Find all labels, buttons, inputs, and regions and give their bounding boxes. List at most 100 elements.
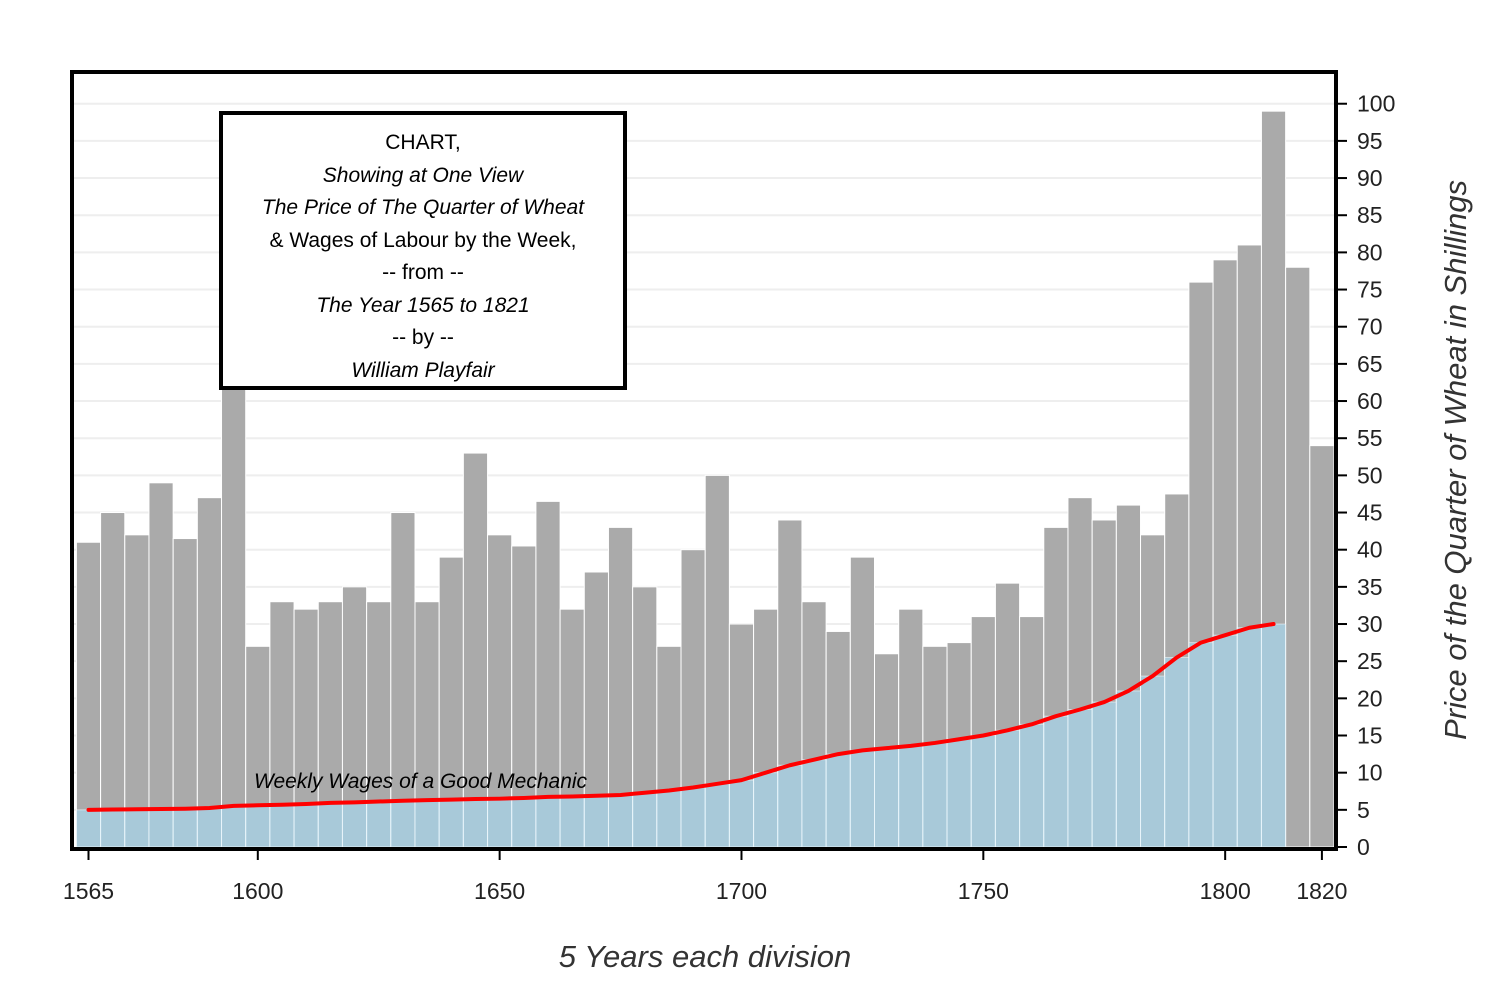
wages-area-segment xyxy=(728,779,755,848)
y-tick-label: 20 xyxy=(1357,685,1383,711)
wages-point xyxy=(281,804,283,806)
y-tick-label: 65 xyxy=(1357,351,1383,377)
chart-title-box: CHART, Showing at One View The Price of … xyxy=(219,111,627,390)
wages-point xyxy=(136,808,138,810)
wages-point xyxy=(982,735,984,737)
wheat-price-bar xyxy=(100,512,126,848)
wages-area-segment xyxy=(559,795,585,848)
y-tick-label: 85 xyxy=(1357,202,1383,228)
wages-point xyxy=(499,798,501,800)
wheat-price-bar xyxy=(196,497,223,848)
wages-area-segment xyxy=(753,772,779,848)
wages-point xyxy=(1079,708,1081,710)
wages-area-segment xyxy=(487,798,513,848)
y-tick-label: 40 xyxy=(1357,537,1383,563)
wages-area-segment xyxy=(898,745,924,848)
x-tick-label: 1565 xyxy=(63,878,114,904)
x-tick-label: 1800 xyxy=(1200,878,1251,904)
y-tick-label: 50 xyxy=(1357,462,1383,488)
wages-area-segment xyxy=(366,801,392,848)
wages-annotation: Weekly Wages of a Good Mechanic xyxy=(254,770,588,793)
wages-point xyxy=(740,779,742,781)
wages-area-segment xyxy=(1091,701,1117,848)
wages-area-segment xyxy=(632,792,658,848)
title-line: CHART, xyxy=(385,131,461,154)
title-line: -- from -- xyxy=(382,261,464,284)
x-axis-label: 5 Years each division xyxy=(559,939,851,974)
wages-point xyxy=(571,795,573,797)
wages-point xyxy=(184,808,186,810)
wages-area-segment xyxy=(100,808,126,848)
wages-area-segment xyxy=(462,798,489,848)
wages-area-segment xyxy=(607,794,634,848)
x-tick-label: 1700 xyxy=(716,878,767,904)
wages-point xyxy=(668,790,670,792)
wages-area-segment xyxy=(873,747,900,848)
wages-area-segment xyxy=(1236,627,1262,848)
wages-area-segment xyxy=(1043,715,1069,848)
wages-area-segment xyxy=(269,804,295,848)
wages-point xyxy=(523,797,525,799)
wages-point xyxy=(620,794,622,796)
y-tick-label: 80 xyxy=(1357,239,1383,265)
wages-area-segment xyxy=(196,807,223,848)
wages-area-segment xyxy=(1115,690,1142,848)
wages-area-segment xyxy=(583,795,609,848)
wheat-price-bar xyxy=(172,538,198,848)
wages-area-segment xyxy=(390,800,416,848)
wages-area-segment xyxy=(849,749,875,848)
wages-area-segment xyxy=(1260,623,1287,848)
wages-point xyxy=(378,801,380,803)
wages-point xyxy=(305,803,307,805)
x-tick-label: 1820 xyxy=(1296,878,1347,904)
wages-area-segment xyxy=(680,787,706,848)
wages-area-segment xyxy=(221,805,247,848)
y-tick-label: 0 xyxy=(1357,834,1370,860)
wages-area-segment xyxy=(341,801,368,848)
y-tick-label: 25 xyxy=(1357,648,1383,674)
y-axis-label: Price of the Quarter of Wheat in Shillin… xyxy=(1438,180,1473,740)
wheat-price-bar xyxy=(221,370,247,848)
wages-point xyxy=(910,745,912,747)
x-tick-label: 1600 xyxy=(232,878,283,904)
y-tick-label: 70 xyxy=(1357,314,1383,340)
x-tick-label: 1650 xyxy=(474,878,525,904)
wages-area-segment xyxy=(970,735,996,848)
wages-point xyxy=(813,759,815,761)
wages-point xyxy=(329,802,331,804)
wages-area-segment xyxy=(317,802,343,848)
wages-point xyxy=(88,809,90,811)
wages-area-segment xyxy=(946,738,972,848)
wages-point xyxy=(1273,623,1275,625)
plot-frame xyxy=(70,70,1338,851)
wages-point xyxy=(1055,715,1057,717)
wages-point xyxy=(426,799,428,801)
wages-area-segment xyxy=(1019,723,1045,848)
wages-area-segment xyxy=(1140,675,1166,848)
wheat-price-bar xyxy=(1309,445,1335,848)
wages-area-segment xyxy=(656,790,682,848)
wages-area-segment xyxy=(704,783,730,848)
y-tick-label: 95 xyxy=(1357,128,1383,154)
wheat-price-bar xyxy=(390,512,416,848)
wages-point xyxy=(474,798,476,800)
wages-area-segment xyxy=(245,804,271,848)
wages-point xyxy=(1224,634,1226,636)
y-tick-label: 90 xyxy=(1357,165,1383,191)
title-line: The Year 1565 to 1821 xyxy=(316,293,530,317)
title-line: The Price of The Quarter of Wheat xyxy=(261,196,585,219)
wages-point xyxy=(595,795,597,797)
wages-point xyxy=(692,787,694,789)
wages-point xyxy=(208,807,210,809)
wages-point xyxy=(257,804,259,806)
wages-area-segment xyxy=(414,799,440,848)
wheat-price-bar xyxy=(124,534,150,848)
wages-area-segment xyxy=(1188,642,1214,848)
x-tick-label: 1750 xyxy=(958,878,1009,904)
wages-point xyxy=(402,800,404,802)
wages-point xyxy=(1200,642,1202,644)
wages-point xyxy=(958,738,960,740)
wheat-price-bar xyxy=(148,482,174,848)
wages-area-segment xyxy=(535,796,561,848)
